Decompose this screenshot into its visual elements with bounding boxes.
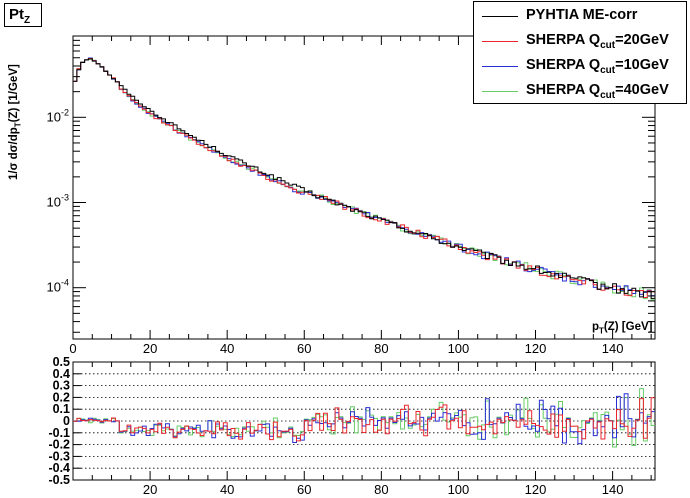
title-sub: Z xyxy=(24,15,31,26)
series-line-pythia xyxy=(73,58,655,299)
legend-entry-q40: SHERPA Qcut=40GeV xyxy=(474,79,686,104)
ratio-y-tick-label: -0.5 xyxy=(48,473,70,487)
legend-label: SHERPA Qcut=20GeV xyxy=(526,32,669,51)
x-tick-label: 120 xyxy=(525,482,547,497)
legend: PYHTIA ME-corr SHERPA Qcut=20GeV SHERPA Qc… xyxy=(473,1,687,104)
legend-label: SHERPA Qcut=40GeV xyxy=(526,82,669,101)
ratio-y-tick-label: 0.3 xyxy=(53,379,70,393)
x-axis-label: pT(Z) [GeV] xyxy=(592,321,653,336)
y-axis-label: 1/σ dσ/dpT(Z) [1/GeV] xyxy=(8,64,23,180)
ratio-y-tick-label: -0.2 xyxy=(48,438,70,452)
x-tick-label: 80 xyxy=(374,482,388,497)
y-tick-label: 10-4 xyxy=(47,278,69,295)
ratio-line-q20 xyxy=(73,397,655,442)
legend-label: PYHTIA ME-corr xyxy=(526,7,638,23)
x-tick-label: 0 xyxy=(69,341,76,356)
x-tick-label: 60 xyxy=(297,341,311,356)
legend-swatch xyxy=(482,16,518,17)
legend-swatch xyxy=(482,41,518,42)
legend-entry-pythia: PYHTIA ME-corr xyxy=(474,4,686,29)
ratio-y-tick-label: -0.1 xyxy=(48,426,70,440)
x-tick-label: 40 xyxy=(220,482,234,497)
ratio-plot: -0.5-0.4-0.3-0.2-0.100.10.20.30.40.5 20 40… xyxy=(48,355,656,497)
ratio-y-tick-label: -0.3 xyxy=(48,449,70,463)
x-tick-label: 120 xyxy=(525,341,547,356)
x-tick-label: 80 xyxy=(374,341,388,356)
ratio-plot-frame xyxy=(72,361,656,481)
ratio-y-tick-label: 0.4 xyxy=(53,367,70,381)
x-tick-label: 40 xyxy=(220,341,234,356)
ratio-y-tick-label: 0.2 xyxy=(53,390,70,404)
x-tick-label: 100 xyxy=(448,341,470,356)
y-tick-label: 10-3 xyxy=(47,193,69,210)
x-tick-label: 100 xyxy=(448,482,470,497)
title-main: Pt xyxy=(9,6,24,23)
x-tick-label: 20 xyxy=(143,482,157,497)
legend-label: SHERPA Qcut=10GeV xyxy=(526,57,669,76)
x-tick-label: 140 xyxy=(602,341,624,356)
y-tick-label: 10-2 xyxy=(47,107,69,124)
x-tick-label: 20 xyxy=(143,341,157,356)
ratio-y-tick-label: 0.5 xyxy=(53,355,70,369)
ratio-y-tick-label: 0.1 xyxy=(53,402,70,416)
ratio-y-tick-label: -0.4 xyxy=(48,461,70,475)
legend-swatch xyxy=(482,91,518,92)
legend-entry-q20: SHERPA Qcut=20GeV xyxy=(474,29,686,54)
legend-entry-q10: SHERPA Qcut=10GeV xyxy=(474,54,686,79)
x-tick-label: 140 xyxy=(602,482,624,497)
legend-swatch xyxy=(482,66,518,67)
ratio-y-tick-label: 0 xyxy=(63,414,70,428)
series-line-q20 xyxy=(73,58,655,298)
histogram-title: PtZ xyxy=(4,3,42,27)
x-tick-label: 60 xyxy=(297,482,311,497)
